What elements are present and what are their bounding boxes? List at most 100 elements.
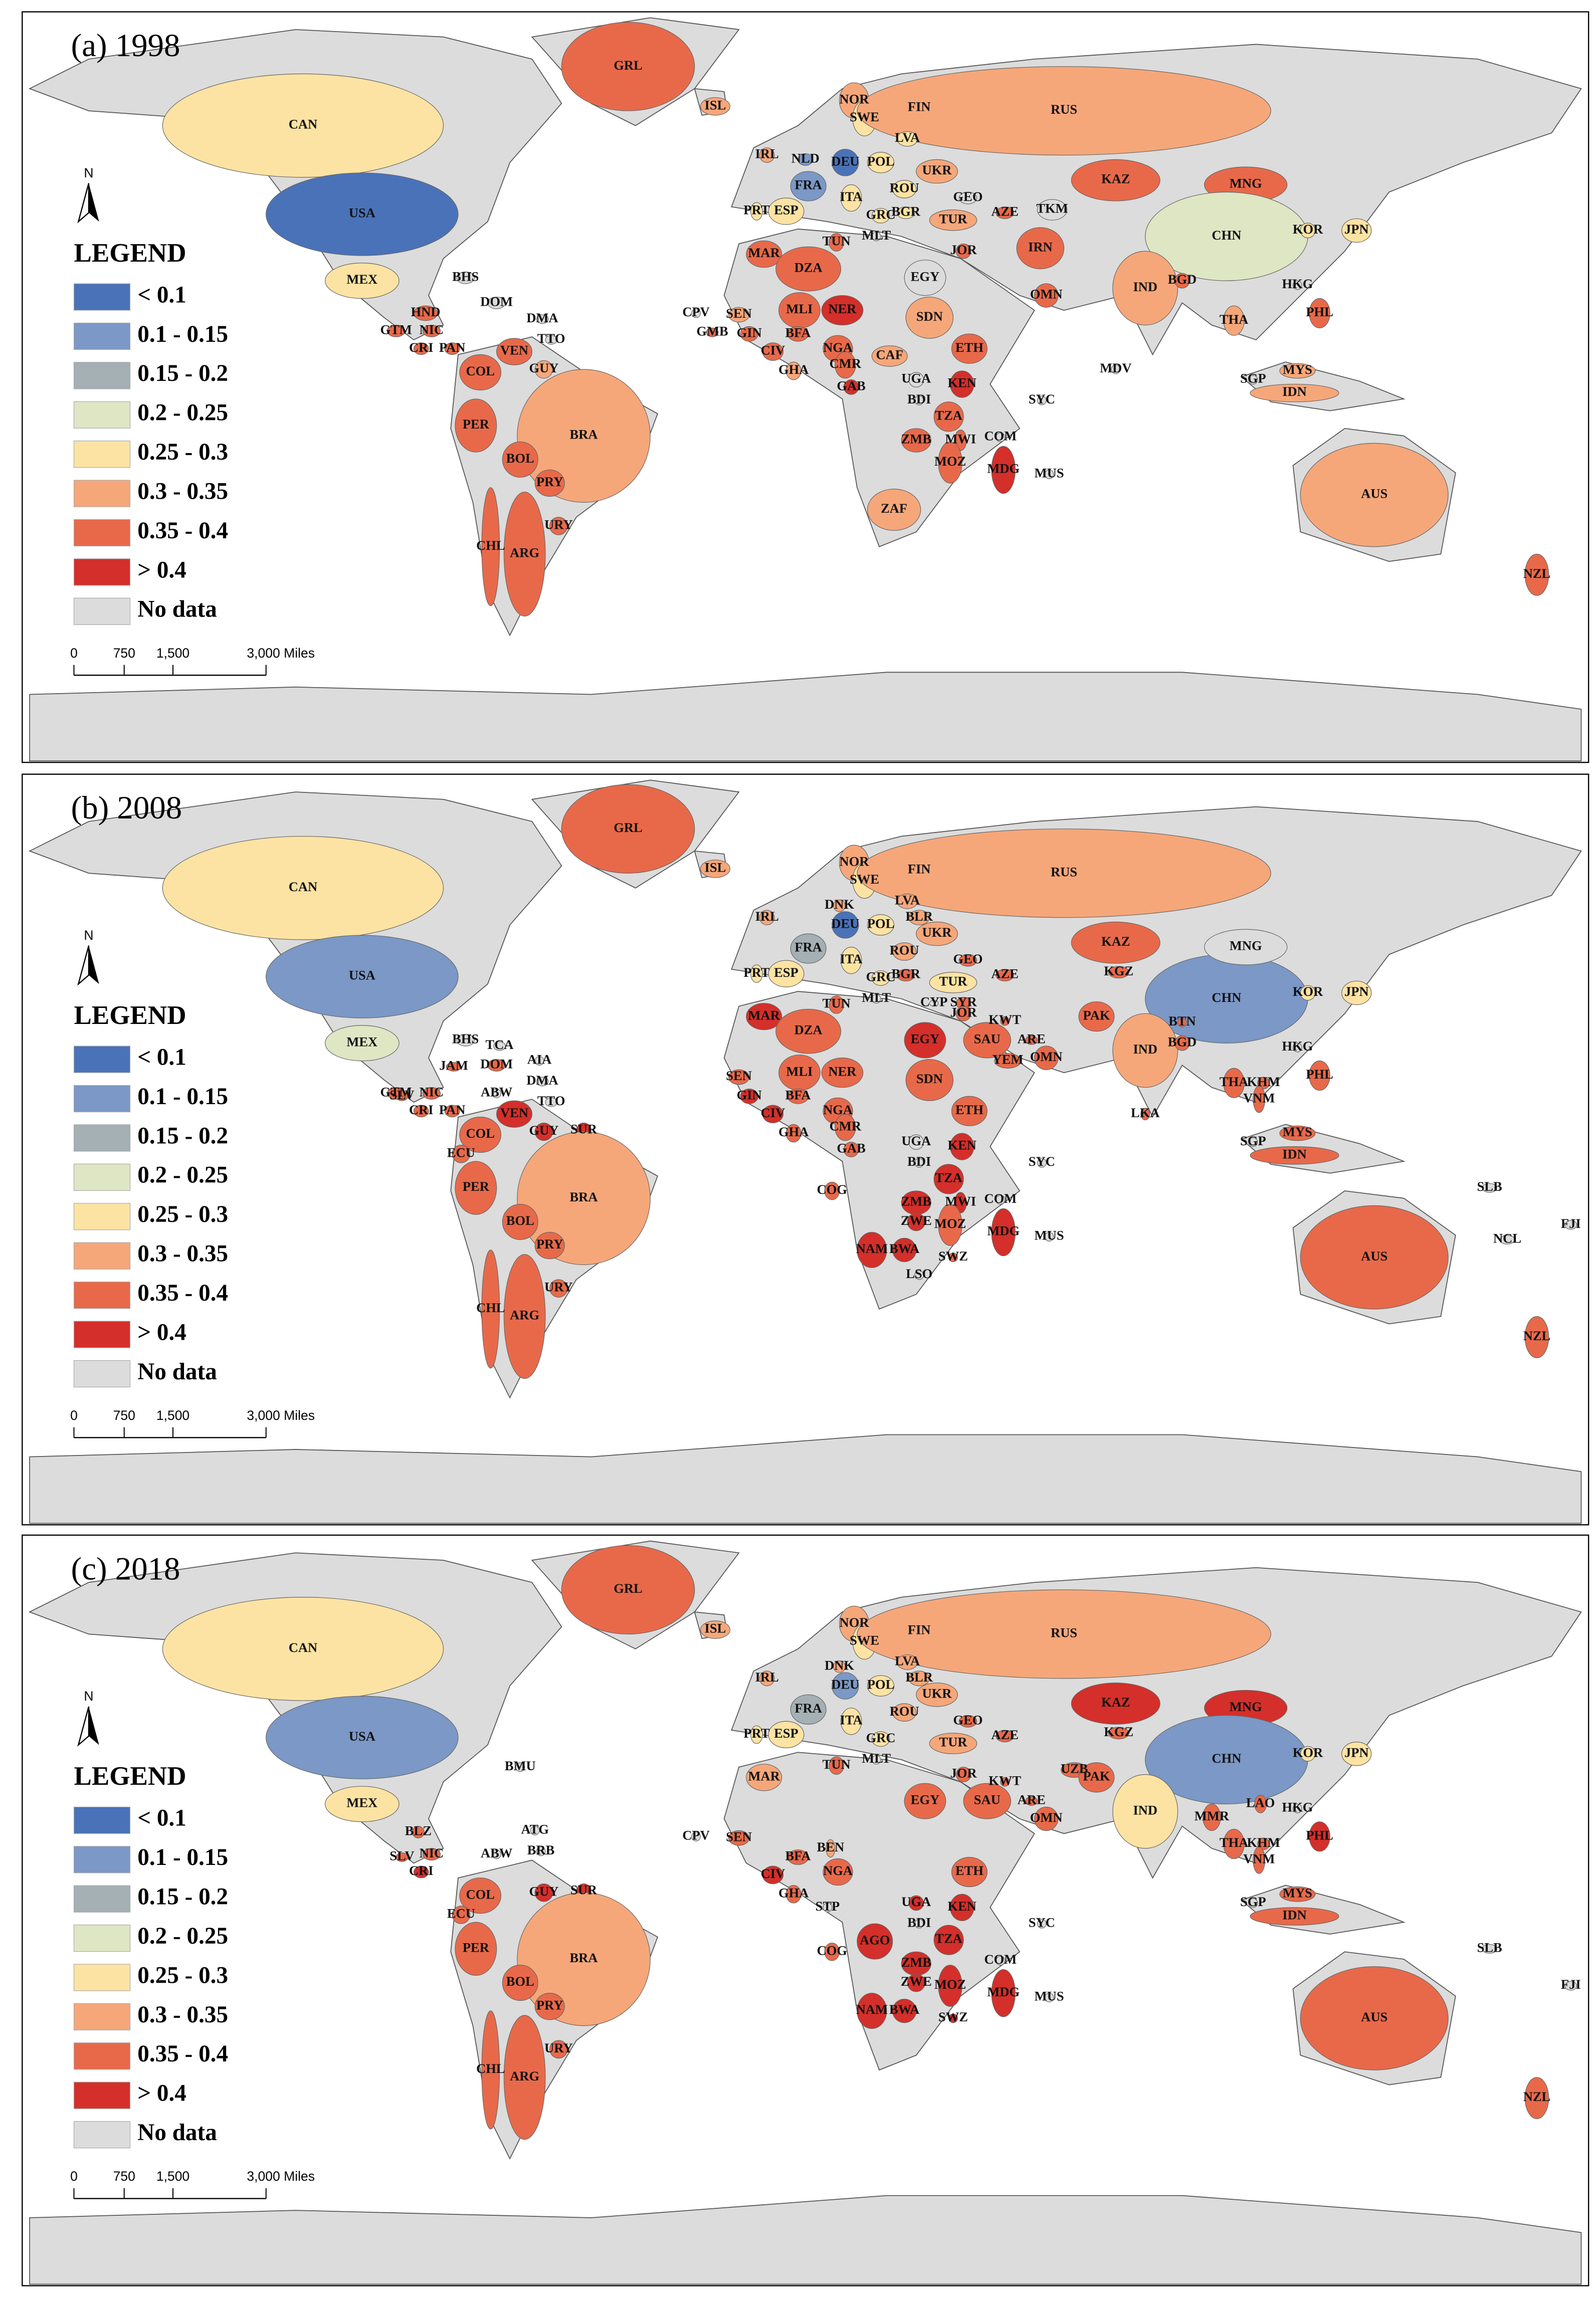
country-label: PAN — [439, 340, 466, 355]
country-label: BFA — [785, 325, 811, 340]
country-region — [785, 1885, 802, 1904]
country-label: BGR — [891, 204, 920, 219]
country-region — [740, 1089, 758, 1104]
country-region — [386, 324, 406, 337]
legend-label: 0.3 - 0.35 — [137, 1241, 228, 1267]
scale-label: 1,500 — [156, 1408, 189, 1423]
country-label: FRA — [794, 940, 822, 955]
scale-label: 750 — [113, 1408, 135, 1423]
country-region — [1034, 1046, 1059, 1070]
country-region — [832, 1672, 859, 1700]
country-label: JPN — [1344, 222, 1369, 237]
country-region — [1248, 1137, 1258, 1147]
country-region — [1174, 1035, 1190, 1051]
country-label: PHL — [1306, 304, 1333, 319]
north-label: N — [84, 1689, 93, 1704]
country-label: BOL — [506, 451, 534, 466]
country-region — [1253, 1086, 1266, 1113]
legend-label: 0.2 - 0.25 — [137, 1162, 228, 1188]
country-region — [517, 1892, 651, 2026]
country-label: MLT — [862, 990, 891, 1005]
country-label: SAU — [974, 1792, 1001, 1807]
country-region — [832, 911, 859, 939]
country-region — [759, 147, 775, 163]
country-label: FRA — [794, 1701, 822, 1716]
country-region — [958, 191, 977, 204]
country-label: HND — [411, 304, 441, 319]
country-label: EGY — [911, 1792, 939, 1807]
country-label: RUS — [1051, 102, 1077, 117]
country-region — [951, 1856, 987, 1888]
north-arrow — [88, 945, 99, 984]
legend-swatch — [73, 1282, 131, 1309]
country-region — [775, 246, 842, 292]
legend-label: 0.15 - 0.2 — [137, 1884, 228, 1910]
country-region — [746, 1764, 782, 1791]
country-region — [857, 1589, 1271, 1679]
legend-label: No data — [137, 2120, 217, 2146]
country-region — [929, 972, 977, 993]
country-label: MYS — [1283, 362, 1312, 377]
north-arrow-outline — [77, 183, 90, 224]
country-region — [422, 324, 441, 337]
country-region — [1341, 980, 1372, 1005]
country-label: ABW — [481, 1085, 513, 1100]
country-region — [1037, 395, 1047, 405]
country-region — [840, 1708, 862, 1735]
country-label: UGA — [901, 1894, 931, 1909]
country-region — [929, 1000, 939, 1007]
country-label: SLB — [1477, 1179, 1502, 1194]
country-label: GMB — [696, 323, 728, 338]
country-region — [162, 1597, 444, 1701]
country-region — [1248, 1898, 1258, 1908]
country-region — [833, 1660, 846, 1673]
country-label: GTM — [380, 322, 412, 337]
country-region — [1078, 1001, 1115, 1032]
country-label: SAU — [974, 1031, 1001, 1046]
country-region — [995, 433, 1006, 443]
country-label: STP — [816, 1899, 840, 1914]
country-region — [914, 1919, 924, 1929]
legend-label: < 0.1 — [137, 282, 186, 308]
country-label: BHS — [452, 1031, 479, 1046]
country-region — [871, 1755, 881, 1765]
country-region — [534, 469, 565, 497]
legend-label: 0.1 - 0.15 — [137, 321, 228, 347]
country-label: KHM — [1247, 1074, 1280, 1089]
country-region — [933, 1164, 964, 1194]
country-region — [530, 1826, 540, 1835]
country-region — [867, 1675, 895, 1697]
country-region — [561, 784, 695, 874]
country-region — [1300, 1205, 1449, 1310]
country-region — [896, 969, 915, 982]
country-label: MAR — [748, 1007, 780, 1022]
country-region — [871, 232, 881, 242]
country-region — [502, 1965, 538, 2001]
country-region — [1309, 1061, 1330, 1091]
country-label: COG — [817, 1182, 847, 1197]
country-region — [1044, 1231, 1054, 1241]
country-label: LKA — [1131, 1105, 1159, 1120]
country-region — [1250, 1146, 1339, 1165]
country-label: ABW — [481, 1845, 513, 1860]
country-region — [821, 1058, 864, 1088]
legend-swatch — [73, 1924, 131, 1952]
country-label: DEU — [831, 153, 859, 168]
country-label: MOZ — [934, 1216, 966, 1231]
country-region — [904, 1022, 946, 1059]
country-region — [502, 1203, 538, 1240]
legend-swatch — [73, 1885, 131, 1913]
country-label: COL — [466, 1887, 494, 1902]
country-label: MLT — [862, 1751, 891, 1766]
country-label: KAZ — [1101, 171, 1130, 186]
country-region — [515, 1762, 525, 1772]
country-label: DNK — [825, 897, 854, 912]
country-region — [536, 1846, 546, 1856]
country-label: KEN — [947, 1899, 976, 1914]
country-region — [840, 947, 862, 974]
country-region — [896, 893, 918, 909]
country-region — [446, 1062, 462, 1072]
country-label: SEN — [726, 306, 752, 321]
country-region — [1248, 375, 1258, 385]
country-region — [892, 1237, 917, 1263]
